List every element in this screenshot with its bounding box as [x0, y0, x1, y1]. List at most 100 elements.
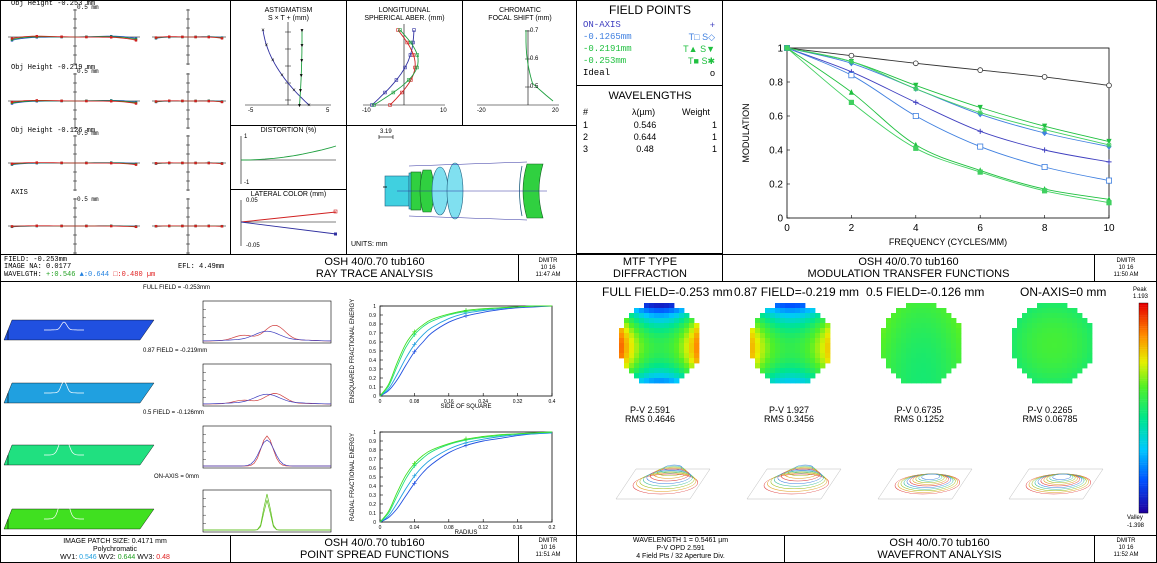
fan-marker [35, 161, 38, 164]
marker-circle [848, 52, 855, 59]
psf-profile-frame [202, 425, 332, 469]
wf-cell [629, 323, 635, 329]
wf-cell [659, 348, 665, 354]
marker-triangle-down [913, 82, 919, 89]
wf-cell [1077, 313, 1083, 319]
wf-cell [1027, 348, 1033, 354]
marker-plus [1042, 147, 1048, 153]
wf-cell [634, 308, 640, 314]
wf-cell [775, 333, 781, 339]
fan-marker [85, 35, 88, 39]
wf-3d-contour [903, 473, 954, 490]
y-tick-label: 0.4 [369, 484, 376, 490]
wf-cell [1032, 368, 1038, 374]
wf-cell [1052, 363, 1058, 369]
wf-cell [760, 368, 766, 374]
ray-title-l2: RAY TRACE ANALYSIS [315, 268, 434, 280]
wf-colorbar-cell [1139, 315, 1148, 318]
wf-cell [785, 343, 791, 349]
wf-cell [931, 373, 937, 379]
series-marker: + [412, 461, 417, 471]
wf-cell [644, 308, 650, 314]
radial-energy-chart: 0 0.04 0.08 0.12 0.16 0.2 0 0.1 0.2 0.3 0.4 0.5 0.6 0… [350, 430, 556, 536]
wf-cell [1042, 368, 1048, 374]
wf-colorbar-cell [1139, 340, 1148, 344]
wf-cell [896, 358, 902, 364]
wf-cell [644, 318, 650, 324]
wf-cell [941, 338, 947, 344]
wf-colorbar-cell [1139, 441, 1148, 444]
wf-cell [805, 353, 811, 359]
wf-cell [674, 313, 680, 319]
wf-cell [921, 333, 927, 339]
wf-cell [1082, 318, 1088, 324]
wf-cell [1077, 368, 1083, 374]
wf-colorbar-cell [1139, 506, 1148, 509]
fan-marker [168, 99, 171, 102]
wf-cell [1062, 318, 1068, 324]
wf-cell [770, 373, 776, 379]
y-tick-label: 0.6 [369, 340, 376, 346]
wf-cell [916, 338, 922, 344]
wf-cell [911, 308, 917, 314]
wf-cell [639, 308, 645, 314]
wf-cell [780, 308, 786, 314]
fan-marker [35, 99, 38, 102]
wf-cell [679, 323, 685, 329]
wf-cell [750, 338, 756, 344]
wf-cell [886, 358, 892, 364]
series-line [786, 47, 1110, 142]
wf-3d-contour [777, 469, 823, 484]
wf-cell [634, 348, 640, 354]
wf-cell [946, 353, 952, 359]
wf-cell [659, 343, 665, 349]
wf-cell [926, 343, 932, 349]
ray-title-l1: OSH 40/0.70 tub160 [324, 256, 425, 268]
wf-cell [921, 353, 927, 359]
wf-cell [1077, 323, 1083, 329]
wf-cell [664, 338, 670, 344]
wf-colorbar-cell [1139, 435, 1148, 438]
wf-colorbar-cell [1139, 464, 1148, 467]
wf-rms-2: RMS 0.3456 [763, 414, 815, 424]
wf-cell [775, 303, 781, 309]
sph-marker [396, 28, 400, 32]
series-marker: + [463, 441, 468, 451]
wf-cell [916, 368, 922, 374]
fan-marker [168, 35, 171, 38]
wf-cell [941, 368, 947, 374]
lat-red-marker [333, 209, 338, 214]
wf-cell [921, 328, 927, 334]
wf-cell [634, 373, 640, 379]
wf-footer-3: 4 Field Pts / 32 Aperture Div. [636, 553, 725, 560]
wf-cell [780, 368, 786, 374]
wf-cell [1032, 363, 1038, 369]
psf-patch-size: IMAGE PATCH SIZE: 0.4171 mm [63, 538, 167, 545]
wf-cell [921, 338, 927, 344]
x-tick-label: 10 [1103, 223, 1115, 234]
wf-header-3: 0.5 FIELD=-0.126 mm [866, 285, 985, 299]
wf-cell [785, 308, 791, 314]
wf-cell [1052, 303, 1058, 309]
wf-cell [669, 373, 675, 379]
y-tick-label: 0.1 [369, 511, 376, 517]
wf-cell [1057, 318, 1063, 324]
wf-cell [674, 348, 680, 354]
wf-cell [891, 348, 897, 354]
wf-cell [664, 348, 670, 354]
y-tick-label: 0.3 [369, 493, 376, 499]
wf-cell [1087, 353, 1093, 359]
wf-cell [941, 358, 947, 364]
wf-cell [901, 348, 907, 354]
wf-cell [810, 348, 816, 354]
wf-cell [750, 328, 756, 334]
wf-cell [1067, 363, 1073, 369]
y-tick-label: 1 [777, 44, 783, 55]
wf-cell [679, 308, 685, 314]
wf-cell [916, 373, 922, 379]
wf-colorbar-cell [1139, 412, 1148, 415]
wf-cell [790, 318, 796, 324]
marker-star [1106, 142, 1112, 148]
wf-cell [629, 333, 635, 339]
wf-cell [1077, 358, 1083, 364]
